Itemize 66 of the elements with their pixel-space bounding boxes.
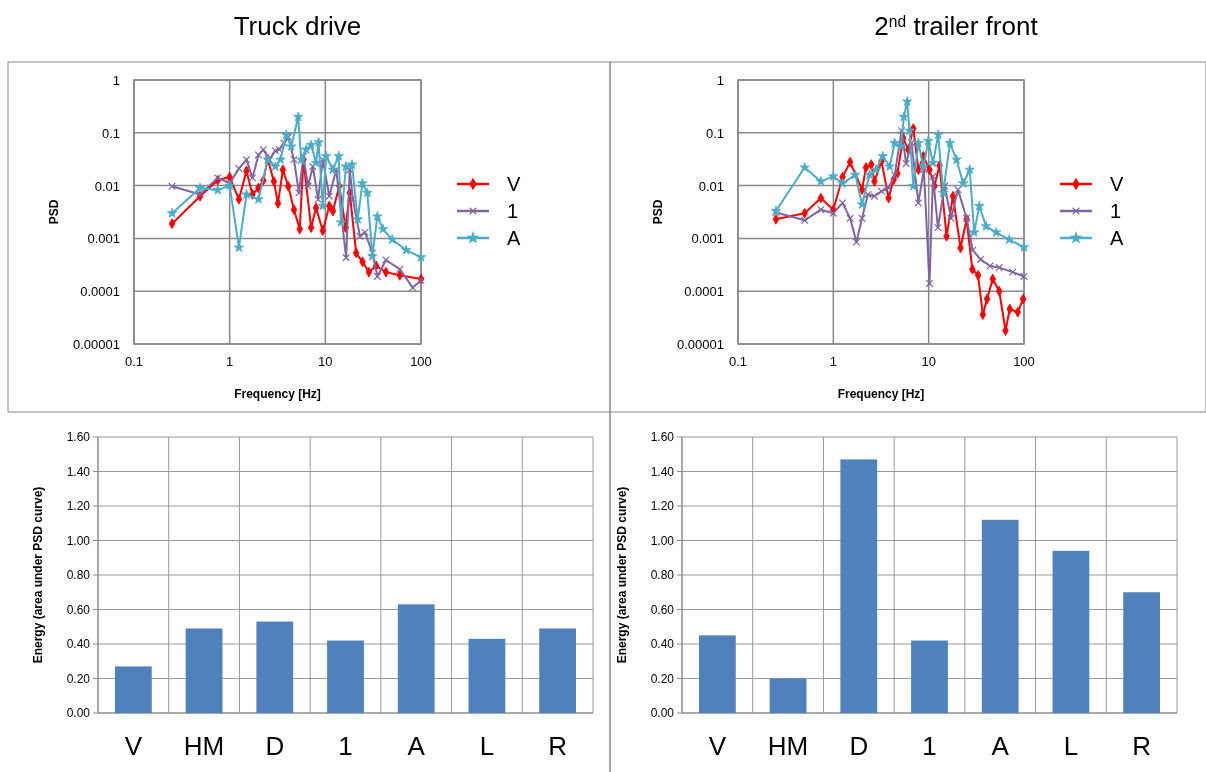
legend-label: V (507, 173, 521, 195)
x-tick-label: HM (183, 731, 225, 761)
y-tick-label: 0.80 (650, 568, 675, 582)
x-tick-label: 1 (226, 354, 234, 369)
y-tick-label: 0.0001 (80, 284, 120, 300)
x-tick-label: A (407, 731, 426, 761)
y-tick-label: 1 (716, 73, 724, 88)
y-tick-label: 0.20 (66, 671, 91, 686)
y-tick-label: 0.1 (705, 125, 724, 141)
x-tick-label: V (708, 731, 727, 761)
x-tick-label: A (991, 731, 1010, 761)
y-axis-title: PSD (651, 199, 665, 225)
y-axis-title: Energy (area under PSD curve) (615, 486, 629, 664)
y-tick-label: 0.00001 (73, 337, 120, 352)
y-tick-label: 0.00 (650, 706, 675, 720)
y-tick-label: 0.1 (101, 125, 120, 141)
y-axis-title: Energy (area under PSD curve) (31, 486, 45, 664)
x-tick-label: HM (767, 731, 809, 761)
x-axis-title: Frequency [Hz] (234, 387, 321, 401)
y-tick-label: 0.80 (66, 568, 91, 582)
y-tick-label: 0.60 (66, 602, 91, 617)
y-tick-label: 0.20 (650, 671, 675, 686)
y-tick-label: 1 (112, 73, 120, 88)
x-tick-label: R (548, 731, 568, 761)
chart-title: 2$^{nd}$ trailer front (874, 11, 1039, 41)
legend-label: A (1110, 227, 1124, 249)
y-tick-label: 0.00001 (677, 337, 724, 352)
legend-label: V (1110, 173, 1124, 195)
x-axis-title: Frequency [Hz] (837, 387, 925, 401)
x-tick-label: 1 (922, 731, 937, 761)
y-tick-label: 0.60 (650, 602, 675, 617)
y-tick-label: 1.40 (66, 464, 91, 479)
x-tick-label: 10 (318, 354, 333, 369)
x-tick-label: D (849, 731, 869, 761)
y-tick-label: 0.00 (66, 706, 91, 720)
y-tick-label: 0.40 (650, 637, 675, 651)
y-tick-label: 1.60 (66, 430, 91, 444)
legend-label: 1 (507, 200, 519, 222)
y-tick-label: 1.00 (650, 533, 675, 548)
y-tick-label: 0.001 (87, 231, 120, 247)
y-tick-label: 0.0001 (684, 284, 724, 300)
x-tick-label: 0.1 (124, 354, 144, 369)
chart-title: Truck drive (233, 11, 362, 41)
y-tick-label: 1.20 (650, 499, 675, 513)
x-tick-label: 10 (921, 354, 936, 369)
x-tick-label: 100 (410, 354, 432, 369)
y-tick-label: 0.01 (698, 178, 724, 194)
x-tick-label: R (1132, 731, 1152, 761)
y-tick-label: 0.01 (94, 178, 120, 194)
y-tick-label: 1.40 (650, 464, 675, 479)
y-tick-label: 1.20 (66, 499, 91, 513)
x-tick-label: 0.1 (728, 354, 748, 369)
x-tick-label: 1 (829, 354, 837, 369)
legend-label: 1 (1110, 200, 1122, 222)
y-tick-label: 1.00 (66, 533, 91, 548)
x-tick-label: 100 (1013, 354, 1035, 369)
x-tick-label: L (479, 731, 495, 761)
y-axis-title: PSD (47, 199, 61, 225)
y-tick-label: 0.001 (691, 231, 724, 247)
x-tick-label: D (265, 731, 285, 761)
y-tick-label: 1.60 (650, 430, 675, 444)
x-tick-label: L (1063, 731, 1079, 761)
y-tick-label: 0.40 (66, 637, 91, 651)
legend-label: A (507, 227, 521, 249)
x-tick-label: 1 (338, 731, 353, 761)
x-tick-label: V (124, 731, 143, 761)
